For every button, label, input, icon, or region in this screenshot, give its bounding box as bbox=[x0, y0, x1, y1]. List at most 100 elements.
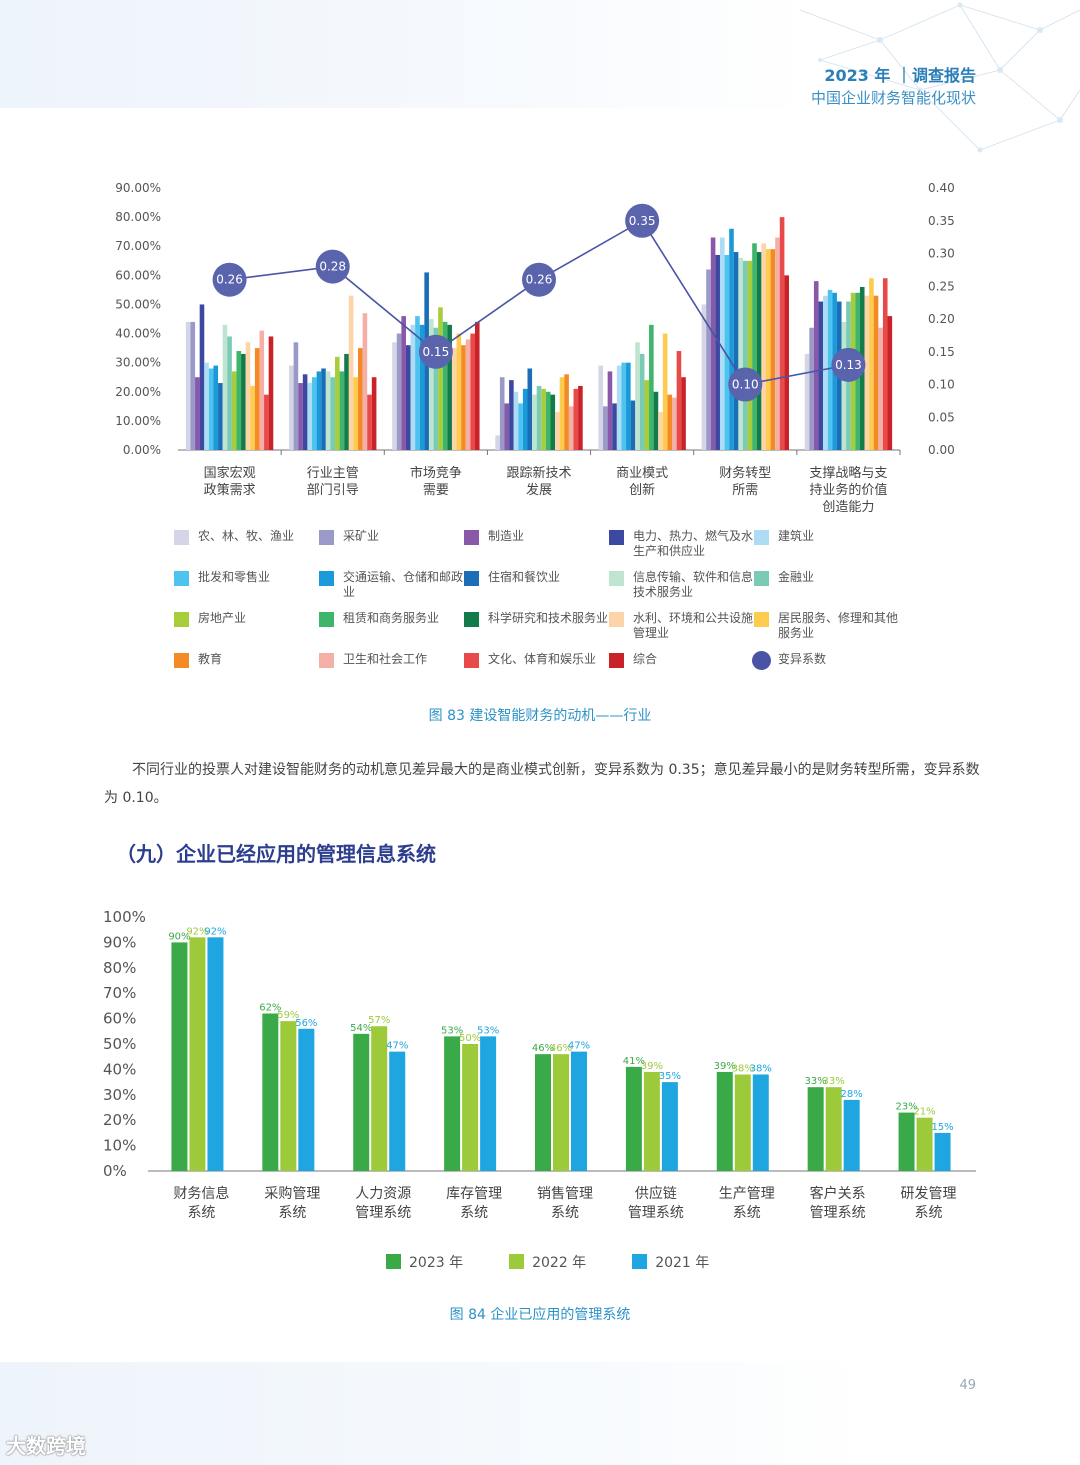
data-label: 54% bbox=[350, 1023, 372, 1034]
bar-2 bbox=[396, 333, 402, 450]
legend-swatch bbox=[609, 571, 624, 586]
bar-15 bbox=[559, 377, 565, 450]
right-axis-tick: 0.15 bbox=[928, 345, 955, 359]
management-systems-chart: 0% 10% 20% 30% 40% 50% 60% 70% 80% 90% 100% 财务信息系统 9… bbox=[103, 908, 976, 1221]
bar-14 bbox=[864, 295, 870, 450]
legend-swatch bbox=[174, 612, 189, 627]
bar-19 bbox=[681, 377, 686, 450]
bar-2 bbox=[603, 406, 608, 450]
bar-19 bbox=[268, 336, 274, 450]
bar-15 bbox=[353, 377, 359, 450]
bar-16 bbox=[770, 249, 776, 450]
legend-label: 交通运输、仓储和邮政业 bbox=[343, 570, 464, 599]
data-label: 15% bbox=[931, 1122, 953, 1133]
bar-6 bbox=[208, 368, 214, 450]
legend-swatch bbox=[464, 653, 479, 668]
bar-15 bbox=[765, 249, 771, 450]
category-label: 研发管理系统 bbox=[901, 1186, 957, 1221]
bar-3 bbox=[504, 403, 510, 450]
bar-10 bbox=[433, 327, 439, 450]
category-label: 客户关系管理系统 bbox=[810, 1185, 866, 1221]
legend-swatch bbox=[609, 612, 624, 627]
bar-1 bbox=[392, 342, 397, 450]
cv-point bbox=[212, 262, 247, 297]
category-label: 生产管理系统 bbox=[719, 1186, 775, 1221]
bar-2 bbox=[499, 377, 505, 450]
legend-label: 信息传输、软件和信息技术服务业 bbox=[633, 570, 754, 599]
bar-9 bbox=[635, 342, 640, 450]
bar-13 bbox=[653, 391, 659, 450]
bar-5 bbox=[513, 391, 519, 450]
y-axis-tick: 70% bbox=[103, 984, 136, 1002]
cv-label: 0.15 bbox=[422, 345, 449, 359]
category-label: 供应链管理系统 bbox=[628, 1185, 684, 1221]
bar-4 bbox=[302, 374, 308, 450]
bar-16 bbox=[461, 345, 466, 450]
legend-label: 2021 年 bbox=[655, 1255, 710, 1271]
figure-83-caption: 图 83 建设智能财务的动机——行业 bbox=[428, 708, 652, 724]
bar-5 bbox=[823, 295, 828, 450]
data-label: 59% bbox=[277, 1010, 299, 1021]
bar-14 bbox=[245, 342, 251, 450]
bar-7 bbox=[626, 362, 631, 450]
bar-4 bbox=[818, 301, 824, 450]
bar-3 bbox=[298, 383, 303, 450]
left-axis-tick: 60.00% bbox=[115, 268, 161, 282]
bar-2023 bbox=[898, 1112, 915, 1171]
cv-label: 0.28 bbox=[319, 260, 346, 274]
bar-3 bbox=[607, 371, 613, 450]
bar-19 bbox=[578, 385, 583, 450]
data-label: 92% bbox=[186, 926, 208, 937]
cv-point bbox=[418, 334, 453, 369]
bar-17 bbox=[775, 237, 780, 450]
data-label: 90% bbox=[168, 931, 190, 942]
bar-2021 bbox=[571, 1051, 587, 1171]
bar-1 bbox=[495, 435, 500, 450]
bar-9 bbox=[222, 324, 228, 450]
legend-swatch bbox=[464, 530, 479, 545]
category-label: 跟踪新技术发展 bbox=[506, 465, 571, 498]
bar-16 bbox=[358, 348, 363, 450]
data-label: 39% bbox=[714, 1061, 736, 1072]
right-axis-tick: 0.00 bbox=[928, 443, 955, 457]
bar-5 bbox=[410, 324, 416, 450]
year-legend: 2023 年 2022 年 2021 年 bbox=[386, 1252, 755, 1272]
bar-8 bbox=[527, 368, 533, 450]
y-axis-tick: 60% bbox=[103, 1010, 136, 1028]
category-label: 库存管理系统 bbox=[446, 1186, 502, 1221]
y-axis-tick: 50% bbox=[103, 1035, 136, 1053]
cv-label: 0.35 bbox=[629, 214, 656, 228]
bar-2023 bbox=[807, 1087, 824, 1171]
bar-16 bbox=[667, 394, 673, 450]
bar-8 bbox=[218, 383, 223, 450]
category-label: 国家宏观政策需求 bbox=[204, 465, 256, 498]
y-axis-tick: 0% bbox=[103, 1162, 127, 1180]
data-label: 41% bbox=[623, 1056, 645, 1067]
bar-19 bbox=[371, 377, 377, 450]
legend-item: 2023 年 bbox=[386, 1252, 463, 1272]
bar-9 bbox=[738, 257, 743, 450]
bar-6 bbox=[724, 254, 730, 450]
bar-15 bbox=[662, 333, 668, 450]
bar-17 bbox=[878, 327, 883, 450]
bar-5 bbox=[719, 237, 725, 450]
bar-6 bbox=[415, 316, 420, 450]
bar-12 bbox=[339, 371, 345, 450]
cv-point bbox=[522, 262, 556, 297]
bar-18 bbox=[470, 333, 475, 450]
bar-5 bbox=[616, 365, 622, 450]
legend-label: 卫生和社会工作 bbox=[343, 652, 428, 666]
bar-1 bbox=[289, 365, 294, 450]
bar-6 bbox=[621, 362, 627, 450]
bar-12 bbox=[649, 324, 654, 450]
bar-17 bbox=[259, 330, 265, 450]
bar-14 bbox=[555, 412, 560, 450]
left-axis-tick: 80.00% bbox=[115, 210, 161, 224]
data-label: 47% bbox=[568, 1041, 590, 1052]
bar-12 bbox=[442, 321, 448, 450]
industry-motivation-chart: 0.00% 10.00% 20.00% 30.00% 40.00% 50.00% 60.00… bbox=[115, 181, 955, 515]
bar-2022 bbox=[280, 1021, 297, 1171]
bar-7 bbox=[522, 388, 528, 450]
data-label: 53% bbox=[441, 1025, 463, 1036]
y-axis-tick: 100% bbox=[103, 908, 146, 926]
